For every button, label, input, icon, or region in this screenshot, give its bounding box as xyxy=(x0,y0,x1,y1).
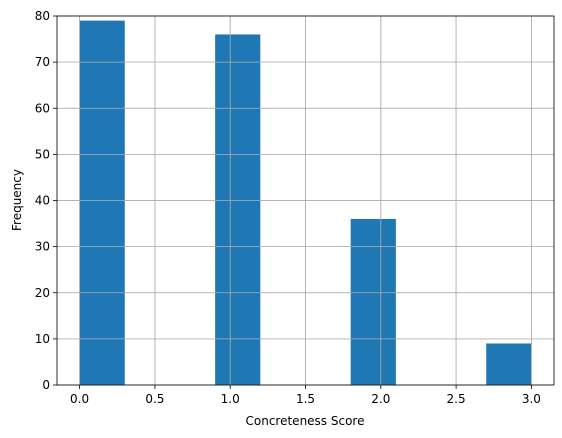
bar xyxy=(350,218,396,385)
y-tick-label: 20 xyxy=(35,286,50,300)
x-tick-label: 1.0 xyxy=(221,392,240,406)
y-tick-label: 70 xyxy=(35,55,50,69)
y-tick-label: 0 xyxy=(42,378,50,392)
x-tick-label: 1.5 xyxy=(296,392,315,406)
y-tick-label: 60 xyxy=(35,101,50,115)
x-tick-label: 0.0 xyxy=(70,392,89,406)
x-tick-label: 0.5 xyxy=(145,392,164,406)
x-tick-label: 2.5 xyxy=(447,392,466,406)
bar xyxy=(486,343,532,385)
y-axis-label: Frequency xyxy=(10,169,24,231)
y-tick-label: 40 xyxy=(35,194,50,208)
x-tick-label: 2.0 xyxy=(371,392,390,406)
bar xyxy=(79,20,125,386)
x-axis-label: Concreteness Score xyxy=(246,414,365,428)
y-tick-label: 30 xyxy=(35,240,50,254)
bar xyxy=(215,34,261,385)
y-tick-label: 80 xyxy=(35,9,50,23)
y-tick-label: 10 xyxy=(35,332,50,346)
y-tick-label: 50 xyxy=(35,147,50,161)
x-tick-label: 3.0 xyxy=(522,392,541,406)
